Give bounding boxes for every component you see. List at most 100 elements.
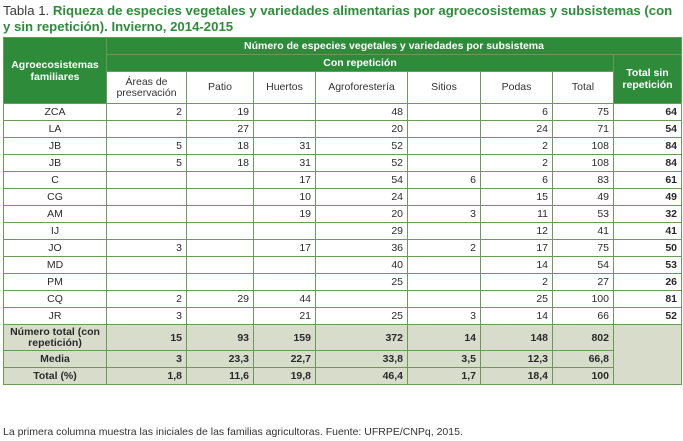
row-name: LA bbox=[3, 120, 107, 138]
table-cell bbox=[407, 103, 481, 121]
table-row: AM 19 20 3 11 53 32 bbox=[3, 205, 682, 223]
table-cell: 3 bbox=[407, 307, 481, 325]
summary-cell: 12,3 bbox=[480, 350, 553, 368]
table-cell: 18 bbox=[186, 154, 254, 172]
table-cell bbox=[407, 290, 481, 308]
column-header: Huertos bbox=[253, 71, 316, 104]
summary-cell: 15 bbox=[106, 324, 187, 351]
table-cell bbox=[186, 171, 254, 189]
row-name: AM bbox=[3, 205, 107, 223]
row-name: JR bbox=[3, 307, 107, 325]
column-header: Sitios bbox=[407, 71, 481, 104]
table-cell bbox=[186, 239, 254, 257]
total-sin-cell: 26 bbox=[613, 273, 682, 291]
table-cell: 24 bbox=[315, 188, 408, 206]
column-header: Áreas de preservación bbox=[106, 71, 187, 104]
table-row: CG 10 24 15 49 49 bbox=[3, 188, 682, 206]
total-sin-cell: 50 bbox=[613, 239, 682, 257]
table-cell bbox=[106, 222, 187, 240]
table-cell: 2 bbox=[480, 273, 553, 291]
summary-cell: 66,8 bbox=[552, 350, 614, 368]
row-name: JB bbox=[3, 154, 107, 172]
row-name: PM bbox=[3, 273, 107, 291]
table-row: JB 5 18 31 52 2 108 84 bbox=[3, 137, 682, 155]
table-row: LA 27 20 24 71 54 bbox=[3, 120, 682, 138]
table-cell bbox=[106, 120, 187, 138]
table-row: MD 40 14 54 53 bbox=[3, 256, 682, 274]
total-sin-cell: 49 bbox=[613, 188, 682, 206]
row-name: ZCA bbox=[3, 103, 107, 121]
table-row: JB 5 18 31 52 2 108 84 bbox=[3, 154, 682, 172]
table-cell: 18 bbox=[186, 137, 254, 155]
table-row: PM 25 2 27 26 bbox=[3, 273, 682, 291]
table-cell: 66 bbox=[552, 307, 614, 325]
table-cell bbox=[253, 103, 316, 121]
data-table: Agroecosistemas familiares Número de esp… bbox=[3, 37, 682, 385]
table-cell: 21 bbox=[253, 307, 316, 325]
table-cell bbox=[186, 307, 254, 325]
table-cell: 75 bbox=[552, 103, 614, 121]
caption-label: Tabla 1. bbox=[3, 3, 50, 18]
total-sin-cell: 84 bbox=[613, 154, 682, 172]
table-caption: Tabla 1. Riqueza de especies vegetales y… bbox=[3, 3, 679, 35]
table-cell: 31 bbox=[253, 137, 316, 155]
subgroup-header: Con repetición bbox=[106, 54, 614, 72]
table-cell: 25 bbox=[315, 273, 408, 291]
summary-cell: 3 bbox=[106, 350, 187, 368]
total-sin-cell: 52 bbox=[613, 307, 682, 325]
table-cell: 12 bbox=[480, 222, 553, 240]
table-cell: 53 bbox=[552, 205, 614, 223]
summary-label: Número total (con repetición) bbox=[3, 324, 107, 351]
table-cell bbox=[315, 290, 408, 308]
total-sin-cell: 64 bbox=[613, 103, 682, 121]
table-cell: 2 bbox=[106, 290, 187, 308]
table-cell bbox=[106, 205, 187, 223]
row-name: MD bbox=[3, 256, 107, 274]
table-cell: 40 bbox=[315, 256, 408, 274]
table-cell: 54 bbox=[315, 171, 408, 189]
table-cell bbox=[253, 256, 316, 274]
table-cell: 20 bbox=[315, 205, 408, 223]
summary-cell: 33,8 bbox=[315, 350, 408, 368]
table-cell bbox=[106, 188, 187, 206]
total-sin-cell: 84 bbox=[613, 137, 682, 155]
table-row: JR 3 21 25 3 14 66 52 bbox=[3, 307, 682, 325]
table-cell bbox=[407, 188, 481, 206]
table-cell: 17 bbox=[480, 239, 553, 257]
table-cell: 48 bbox=[315, 103, 408, 121]
table-cell bbox=[407, 120, 481, 138]
table-row: C 17 54 6 6 83 61 bbox=[3, 171, 682, 189]
summary-cell: 23,3 bbox=[186, 350, 254, 368]
table-cell bbox=[106, 256, 187, 274]
table-cell: 10 bbox=[253, 188, 316, 206]
summary-cell: 19,8 bbox=[253, 367, 316, 385]
table-cell bbox=[106, 273, 187, 291]
summary-cell: 3,5 bbox=[407, 350, 481, 368]
summary-row: Total (%) 1,8 11,6 19,8 46,4 1,7 18,4 100 bbox=[3, 367, 682, 385]
row-name: CG bbox=[3, 188, 107, 206]
table-cell: 75 bbox=[552, 239, 614, 257]
table-cell: 15 bbox=[480, 188, 553, 206]
summary-cell: 100 bbox=[552, 367, 614, 385]
table-cell: 83 bbox=[552, 171, 614, 189]
table-cell: 2 bbox=[106, 103, 187, 121]
table-cell: 25 bbox=[480, 290, 553, 308]
table-cell bbox=[186, 205, 254, 223]
summary-cell: 1,8 bbox=[106, 367, 187, 385]
table-cell: 20 bbox=[315, 120, 408, 138]
row-name: CQ bbox=[3, 290, 107, 308]
total-sin-cell: 54 bbox=[613, 120, 682, 138]
column-header: Patio bbox=[186, 71, 254, 104]
table-cell bbox=[407, 273, 481, 291]
column-header: Podas bbox=[480, 71, 553, 104]
column-header: Agroforestería bbox=[315, 71, 408, 104]
table-cell bbox=[407, 222, 481, 240]
table-cell: 24 bbox=[480, 120, 553, 138]
table-cell: 49 bbox=[552, 188, 614, 206]
summary-cell: 1,7 bbox=[407, 367, 481, 385]
table-cell bbox=[186, 222, 254, 240]
table-cell: 5 bbox=[106, 154, 187, 172]
summary-cell: 372 bbox=[315, 324, 408, 351]
caption-title: Riqueza de especies vegetales y variedad… bbox=[3, 3, 673, 34]
table-cell: 52 bbox=[315, 137, 408, 155]
